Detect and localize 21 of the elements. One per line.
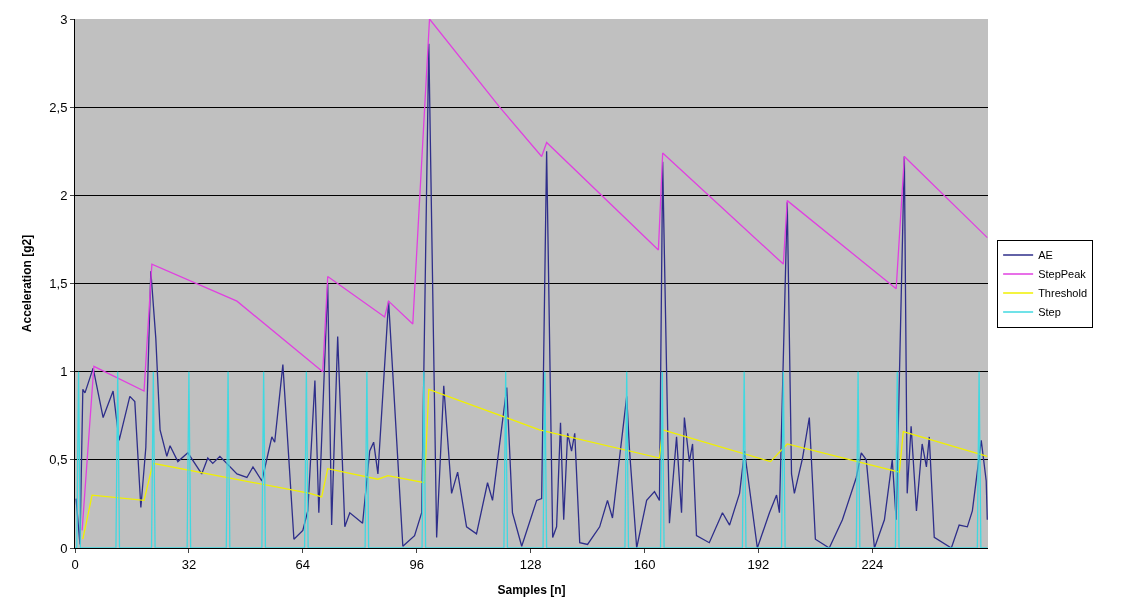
x-tick-label: 64 (295, 556, 311, 572)
y-tick-label: 2,5 (49, 99, 68, 115)
legend-label: Threshold (1038, 287, 1088, 300)
y-tick-label: 0 (60, 540, 68, 556)
y-axis-title: Acceleration [g2] (19, 234, 34, 333)
x-tick-label: 160 (633, 556, 656, 572)
y-tick-label: 3 (60, 11, 68, 27)
x-tick-label: 0 (71, 556, 79, 572)
y-tick-label: 1,5 (49, 276, 68, 292)
x-tick-label: 192 (747, 556, 770, 572)
y-tick-label: 0,5 (49, 452, 68, 468)
y-tick-label: 2 (60, 187, 68, 203)
x-tick-label: 96 (409, 556, 424, 572)
legend-label: Step (1038, 306, 1061, 319)
x-tick-label: 224 (861, 556, 884, 572)
x-tick-label: 128 (519, 556, 542, 572)
legend-label: AE (1038, 249, 1053, 262)
y-tick-label: 1 (60, 364, 68, 380)
legend-label: StepPeak (1038, 268, 1087, 281)
x-axis-title: Samples [n] (497, 583, 566, 598)
x-tick-label: 32 (181, 556, 197, 572)
